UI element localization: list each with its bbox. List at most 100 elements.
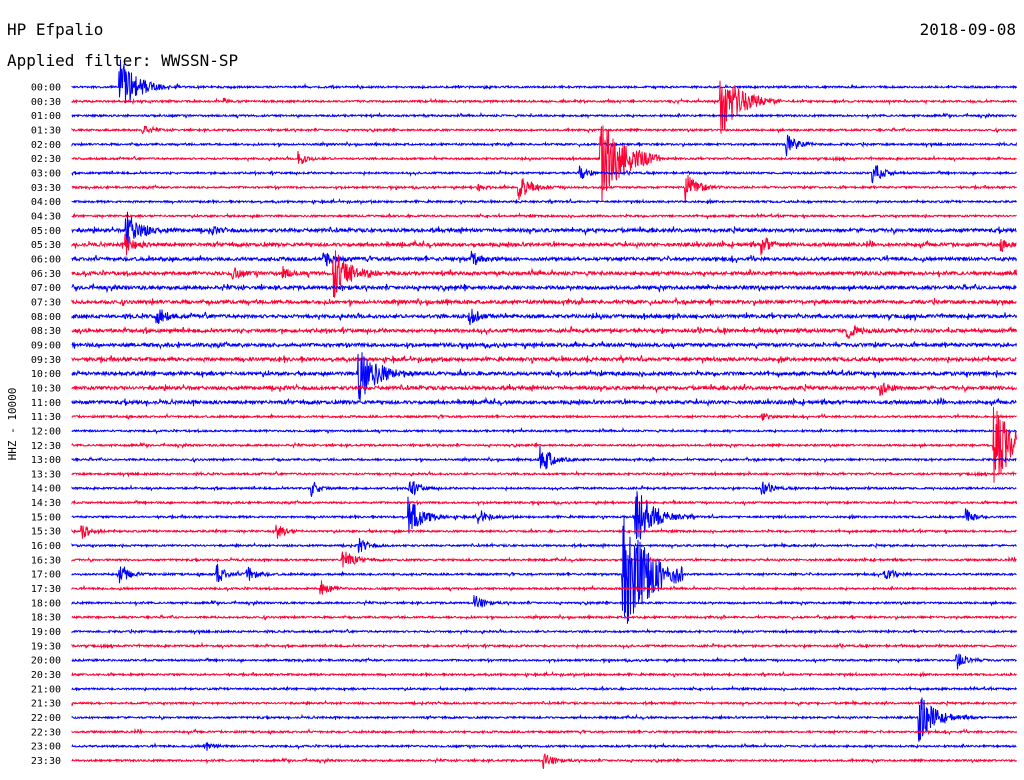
row-time-label: 06:00 [31,254,61,265]
row-time-label: 18:30 [31,613,61,624]
row-time-label: 03:30 [31,183,61,194]
trace-0400 [71,197,1017,206]
trace-0300 [71,165,1017,184]
trace-0130 [71,125,1017,135]
trace-2200 [71,697,1017,742]
trace-1400 [71,480,1017,497]
trace-1030 [71,382,1017,397]
trace-1630 [71,551,1017,568]
trace-2330 [71,753,1017,770]
row-time-label: 22:30 [31,727,61,738]
trace-0330 [71,174,1017,204]
row-time-label: 10:00 [31,369,61,380]
row-time-label: 10:30 [31,383,61,394]
row-time-label: 16:30 [31,555,61,566]
row-time-label: 08:00 [31,312,61,323]
trace-1000 [71,352,1017,402]
row-time-label: 01:30 [31,125,61,136]
trace-1900 [71,627,1017,636]
row-time-label: 07:00 [31,283,61,294]
trace-0730 [71,296,1017,308]
row-time-label: 22:00 [31,713,61,724]
station-title: HP Efpalio [7,20,104,39]
trace-0900 [71,340,1017,350]
date-label: 2018-09-08 [919,20,1016,39]
trace-1500 [71,491,1017,540]
row-time-label: 00:30 [31,97,61,108]
trace-1330 [71,470,1017,478]
trace-0200 [71,134,1017,157]
trace-1530 [71,524,1017,539]
trace-1100 [71,396,1017,408]
channel-label: HHZ - 10000 [6,388,19,461]
filter-label: Applied filter: WWSSN-SP [7,51,239,70]
trace-2300 [71,741,1017,751]
row-time-label: 17:00 [31,570,61,581]
trace-0500 [71,211,1017,248]
trace-0830 [71,324,1017,340]
row-time-label: 07:30 [31,297,61,308]
row-time-label: 15:30 [31,527,61,538]
trace-0430 [71,212,1017,220]
row-time-label: 23:30 [31,756,61,767]
trace-0930 [71,353,1017,365]
trace-0100 [71,111,1017,120]
trace-1430 [71,498,1017,507]
row-time-label: 11:30 [31,412,61,423]
trace-1700 [71,516,1017,624]
row-time-label: 21:30 [31,699,61,710]
trace-0230 [71,125,1017,202]
trace-2000 [71,653,1017,670]
trace-0530 [71,233,1017,256]
trace-1230 [71,407,1017,483]
row-time-label: 19:30 [31,641,61,652]
row-time-label: 01:00 [31,111,61,122]
row-time-label: 05:30 [31,240,61,251]
row-time-label: 11:00 [31,398,61,409]
trace-0800 [71,308,1017,326]
row-time-label: 00:00 [31,83,61,94]
row-time-label: 16:00 [31,541,61,552]
row-time-label: 18:00 [31,598,61,609]
row-time-label: 19:00 [31,627,61,638]
trace-2100 [71,685,1017,693]
trace-1200 [71,426,1017,435]
row-time-label: 15:00 [31,512,61,523]
row-time-label: 14:00 [31,484,61,495]
row-time-label: 04:00 [31,197,61,208]
row-time-label: 09:30 [31,355,61,366]
row-time-label: 05:00 [31,226,61,237]
row-time-label: 23:00 [31,742,61,753]
row-time-label: 04:30 [31,211,61,222]
trace-0630 [71,250,1017,298]
row-time-label: 20:30 [31,670,61,681]
row-time-label: 12:30 [31,441,61,452]
row-time-label: 14:30 [31,498,61,509]
trace-1600 [71,538,1017,553]
trace-0700 [71,283,1017,294]
trace-2230 [71,727,1017,736]
trace-2030 [71,670,1017,679]
trace-1130 [71,412,1017,422]
row-time-label: 02:30 [31,154,61,165]
row-time-label: 12:00 [31,426,61,437]
row-time-label: 20:00 [31,656,61,667]
row-time-label: 13:30 [31,469,61,480]
trace-1930 [71,641,1017,650]
trace-1830 [71,613,1017,621]
trace-0600 [71,250,1017,267]
row-time-label: 13:00 [31,455,61,466]
row-time-label: 17:30 [31,584,61,595]
trace-1300 [71,445,1017,470]
row-time-label: 06:30 [31,269,61,280]
trace-1730 [71,580,1017,596]
trace-0030 [71,80,1017,134]
trace-1800 [71,595,1017,608]
trace-0000 [71,59,1017,104]
row-time-label: 08:30 [31,326,61,337]
trace-2130 [71,699,1017,708]
row-time-label: 03:00 [31,168,61,179]
row-time-label: 09:00 [31,340,61,351]
row-time-label: 02:00 [31,140,61,151]
